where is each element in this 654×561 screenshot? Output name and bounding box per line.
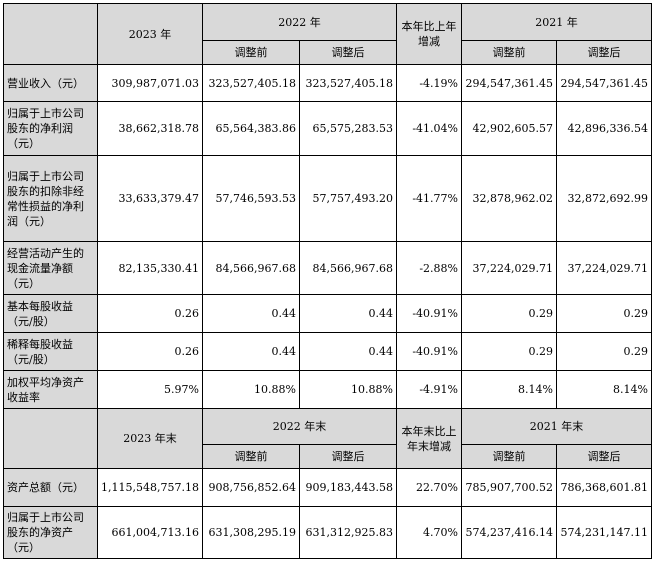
cell-2022-before: 0.44 (202, 332, 300, 371)
cell-change: -40.91% (396, 294, 462, 333)
header-change: 本年比上年增减 (396, 3, 462, 65)
cell-2023: 0.26 (97, 294, 203, 333)
header-2022-after: 调整后 (299, 40, 397, 65)
cell-2022-after: 65,575,283.53 (299, 101, 397, 156)
row-label: 加权平均净资产收益率 (3, 370, 98, 409)
cell-2022-after: 10.88% (299, 370, 397, 409)
cell-2022-before: 65,564,383.86 (202, 101, 300, 156)
cell-2021-before: 785,907,700.52 (461, 468, 557, 507)
cell-change: -4.91% (396, 370, 462, 409)
header-2021-after: 调整后 (556, 40, 652, 65)
cell-2022-after: 631,312,925.83 (299, 506, 397, 559)
cell-2021-after: 294,547,361.45 (556, 64, 652, 102)
cell-2021-before: 0.29 (461, 332, 557, 371)
cell-2021-before: 42,902,605.57 (461, 101, 557, 156)
header-2023: 2023 年 (97, 3, 203, 65)
row-label: 归属于上市公司股东的扣除非经常性损益的净利润（元） (3, 155, 98, 242)
row-label: 稀释每股收益（元/股） (3, 332, 98, 371)
cell-2022-after: 323,527,405.18 (299, 64, 397, 102)
header-2023-end: 2023 年末 (97, 408, 203, 469)
row-label: 归属于上市公司股东的净资产（元） (3, 506, 98, 559)
header-2022: 2022 年 (202, 3, 397, 41)
cell-change: -41.77% (396, 155, 462, 242)
cell-change: 22.70% (396, 468, 462, 507)
cell-2023: 38,662,318.78 (97, 101, 203, 156)
header-2022-end-before: 调整前 (202, 444, 300, 469)
header-corner (3, 3, 98, 65)
cell-2022-after: 57,757,493.20 (299, 155, 397, 242)
table-row: 资产总额（元） 1,115,548,757.18 908,756,852.64 … (3, 468, 652, 507)
cell-2022-after: 84,566,967.68 (299, 241, 397, 295)
table-row: 营业收入（元） 309,987,071.03 323,527,405.18 32… (3, 64, 652, 102)
financial-data-table: 2023 年 2022 年 本年比上年增减 2021 年 调整前 调整后 调整前… (3, 3, 652, 559)
cell-change: -4.19% (396, 64, 462, 102)
cell-2021-after: 8.14% (556, 370, 652, 409)
cell-2023: 309,987,071.03 (97, 64, 203, 102)
header-2021-end: 2021 年末 (461, 408, 652, 445)
header-corner-end (3, 408, 98, 469)
cell-2021-after: 0.29 (556, 332, 652, 371)
table-row: 基本每股收益（元/股） 0.26 0.44 0.44 -40.91% 0.29 … (3, 294, 652, 333)
cell-2022-before: 10.88% (202, 370, 300, 409)
cell-change: -2.88% (396, 241, 462, 295)
cell-2023: 0.26 (97, 332, 203, 371)
row-label: 资产总额（元） (3, 468, 98, 507)
cell-2021-after: 574,231,147.11 (556, 506, 652, 559)
header-row-adjust: 调整前 调整后 调整前 调整后 (4, 40, 652, 65)
header-row-adjust-end: 调整前 调整后 调整前 调整后 (4, 444, 652, 469)
header-2021-before: 调整前 (461, 40, 557, 65)
cell-2021-after: 42,896,336.54 (556, 101, 652, 156)
cell-2021-before: 32,878,962.02 (461, 155, 557, 242)
cell-2023: 33,633,379.47 (97, 155, 203, 242)
cell-2022-before: 631,308,295.19 (202, 506, 300, 559)
cell-change: 4.70% (396, 506, 462, 559)
cell-2021-before: 574,237,416.14 (461, 506, 557, 559)
cell-2023: 661,004,713.16 (97, 506, 203, 559)
cell-2021-after: 0.29 (556, 294, 652, 333)
table-row: 归属于上市公司股东的扣除非经常性损益的净利润（元） 33,633,379.47 … (3, 155, 652, 242)
table-row: 稀释每股收益（元/股） 0.26 0.44 0.44 -40.91% 0.29 … (3, 332, 652, 371)
cell-2021-before: 8.14% (461, 370, 557, 409)
header-2022-end-after: 调整后 (299, 444, 397, 469)
table-row: 经营活动产生的现金流量净额（元） 82,135,330.41 84,566,96… (3, 241, 652, 295)
table-row: 归属于上市公司股东的净资产（元） 661,004,713.16 631,308,… (3, 506, 652, 559)
header-row-year-end: 2023 年末 2022 年末 本年末比上年末增减 2021 年末 (3, 408, 652, 469)
row-label: 基本每股收益（元/股） (3, 294, 98, 333)
cell-2022-before: 0.44 (202, 294, 300, 333)
cell-2023: 5.97% (97, 370, 203, 409)
table-row: 归属于上市公司股东的净利润（元） 38,662,318.78 65,564,38… (3, 101, 652, 156)
header-row-year: 2023 年 2022 年 本年比上年增减 2021 年 (3, 3, 652, 65)
cell-change: -40.91% (396, 332, 462, 371)
cell-2023: 1,115,548,757.18 (97, 468, 203, 507)
cell-2022-after: 909,183,443.58 (299, 468, 397, 507)
cell-2021-after: 786,368,601.81 (556, 468, 652, 507)
cell-2022-before: 908,756,852.64 (202, 468, 300, 507)
header-2021: 2021 年 (461, 3, 652, 41)
cell-2022-before: 84,566,967.68 (202, 241, 300, 295)
cell-2021-before: 37,224,029.71 (461, 241, 557, 295)
cell-2021-before: 294,547,361.45 (461, 64, 557, 102)
cell-2021-after: 37,224,029.71 (556, 241, 652, 295)
table-row: 加权平均净资产收益率 5.97% 10.88% 10.88% -4.91% 8.… (3, 370, 652, 409)
cell-change: -41.04% (396, 101, 462, 156)
header-2021-end-before: 调整前 (461, 444, 557, 469)
cell-2022-before: 57,746,593.53 (202, 155, 300, 242)
row-label: 归属于上市公司股东的净利润（元） (3, 101, 98, 156)
cell-2022-after: 0.44 (299, 332, 397, 371)
cell-2022-after: 0.44 (299, 294, 397, 333)
header-2021-end-after: 调整后 (556, 444, 652, 469)
cell-2021-before: 0.29 (461, 294, 557, 333)
header-2022-end: 2022 年末 (202, 408, 397, 445)
cell-2023: 82,135,330.41 (97, 241, 203, 295)
row-label: 经营活动产生的现金流量净额（元） (3, 241, 98, 295)
header-change-end: 本年末比上年末增减 (396, 408, 462, 469)
cell-2021-after: 32,872,692.99 (556, 155, 652, 242)
header-2022-before: 调整前 (202, 40, 300, 65)
cell-2022-before: 323,527,405.18 (202, 64, 300, 102)
row-label: 营业收入（元） (3, 64, 98, 102)
